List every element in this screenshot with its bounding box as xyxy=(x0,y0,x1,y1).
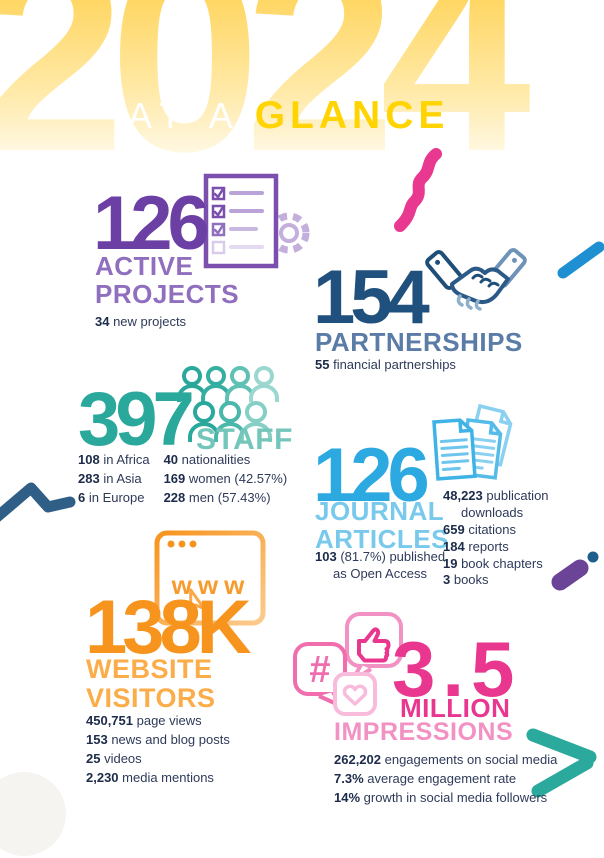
projects-number: 126 xyxy=(93,181,210,266)
website-number: 138K xyxy=(85,585,252,670)
fact-line: 34 new projects xyxy=(95,314,187,329)
fact-line: 450,751 page views xyxy=(86,713,202,728)
fact-line: 283 in Asia xyxy=(78,470,142,486)
fact-line: 169 women (42.57%) xyxy=(163,470,288,486)
impressions-facts: 262,202 engagements on social media 7.3%… xyxy=(334,751,557,808)
staff-facts: 108 in Africa 283 in Asia 6 in Europe 40… xyxy=(78,451,287,508)
year-background: 2024 xyxy=(0,0,604,192)
checklist-gear-icon xyxy=(203,173,310,269)
fact-line: as Open Access xyxy=(333,565,427,581)
navy-dot-decoration xyxy=(587,551,599,563)
staff-label: STAFF xyxy=(196,423,293,456)
fact-line: 108 in Africa xyxy=(78,452,150,467)
impressions-label-million: MILLION xyxy=(400,693,511,723)
fact-line: downloads xyxy=(461,504,524,520)
fact-line: 19 book chapters xyxy=(443,555,543,571)
partnerships-facts: 55 financial partnerships xyxy=(315,356,456,375)
www-text: www xyxy=(171,570,251,600)
journal-number: 126 xyxy=(313,433,430,518)
gear-icon xyxy=(268,212,310,254)
journal-label: JOURNAL ARTICLES xyxy=(315,496,449,555)
fact-line: 153 news and blog posts xyxy=(86,731,230,747)
navy-zigzag-decoration xyxy=(0,482,76,522)
hashtag-icon: # xyxy=(309,649,330,691)
website-label: WEBSITE VISITORS xyxy=(86,654,216,714)
thumbs-up-icon xyxy=(357,627,391,663)
fact-line: 228 men (57.43%) xyxy=(163,489,271,505)
purple-blob-dot-decoration xyxy=(551,551,599,591)
page-title: AT A GLANCE xyxy=(128,94,449,138)
fact-line: 3 books xyxy=(443,572,489,588)
fact-line: 14% growth in social media followers xyxy=(334,789,548,805)
partnerships-label: PARTNERSHIPS xyxy=(315,327,523,357)
page-title-bold: GLANCE xyxy=(254,94,450,137)
blue-dash-decoration xyxy=(557,241,604,279)
fact-line: 184 reports xyxy=(443,538,509,554)
thumbs-up-bubble-icon xyxy=(345,612,403,683)
partnerships-number: 154 xyxy=(313,255,430,340)
impressions-number: 3.5 xyxy=(392,625,522,713)
staff-number: 397 xyxy=(78,377,195,462)
staff-facts-right: 40 nationalities 169 women (42.57%) 228 … xyxy=(164,451,288,508)
fact-line: 6 in Europe xyxy=(78,489,145,505)
projects-facts: 34 new projects xyxy=(95,313,186,332)
fact-line: 659 citations xyxy=(443,521,517,537)
pink-squiggle-decoration xyxy=(394,148,442,232)
impressions-label: IMPRESSIONS xyxy=(334,718,514,746)
faint-circle-decoration xyxy=(0,772,66,856)
social-bubbles-icon: # xyxy=(293,612,403,716)
fact-line: 2,230 media mentions xyxy=(86,769,214,785)
heart-bubble-icon xyxy=(333,672,377,716)
projects-label: ACTIVE PROJECTS xyxy=(95,251,240,310)
handshake-icon xyxy=(425,248,527,311)
fact-line: 7.3% average engagement rate xyxy=(334,770,517,786)
documents-icon xyxy=(432,403,513,481)
teal-chevron-decoration xyxy=(526,728,597,798)
fact-line: 55 financial partnerships xyxy=(315,357,456,372)
hashtag-bubble-icon: # xyxy=(293,642,347,708)
fact-line: 262,202 engagements on social media xyxy=(334,752,558,767)
staff-facts-left: 108 in Africa 283 in Asia 6 in Europe xyxy=(78,451,150,508)
heart-icon xyxy=(342,684,368,706)
journal-side-facts: 48,223 publication downloads 659 citatio… xyxy=(443,488,549,589)
people-group-icon xyxy=(177,366,279,442)
fact-line: 40 nationalities xyxy=(163,452,251,467)
browser-www-icon: www xyxy=(154,530,266,626)
cursor-icon xyxy=(189,588,206,615)
journal-main-fact: 103 (81.7%) published as Open Access xyxy=(315,549,445,583)
fact-line: 48,223 publication xyxy=(443,488,549,503)
website-facts: 450,751 page views 153 news and blog pos… xyxy=(86,712,230,787)
page-title-light: AT A xyxy=(128,95,243,136)
fact-line: 25 videos xyxy=(86,750,142,766)
fact-line: 103 (81.7%) published xyxy=(315,549,446,564)
